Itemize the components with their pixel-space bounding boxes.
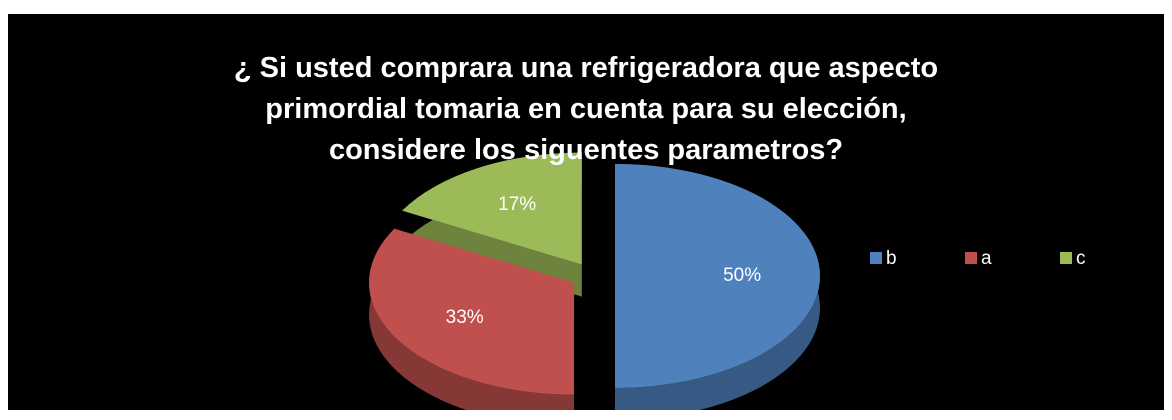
chart-title: ¿ Si usted comprara una refrigeradora qu…	[233, 52, 939, 166]
slice	[369, 228, 575, 395]
legend-label: a	[981, 248, 992, 269]
legend-swatch	[1060, 252, 1072, 264]
legend-swatch	[870, 252, 882, 264]
value-label: 50%	[723, 265, 761, 286]
value-label: 17%	[498, 194, 536, 215]
legend-label: c	[1076, 248, 1086, 269]
legend-label: b	[886, 248, 897, 269]
slice	[615, 164, 820, 388]
plot: 50% 33% 17% b a c	[369, 152, 1086, 410]
chart-title-box: ¿ Si usted comprara una refrigeradora qu…	[8, 48, 1164, 171]
value-label: 33%	[446, 307, 484, 328]
slice	[402, 152, 582, 265]
chart: 50% 33% 17% b a c ¿ Si usted comprara una ref…	[8, 14, 1164, 410]
legend-swatch	[965, 252, 977, 264]
